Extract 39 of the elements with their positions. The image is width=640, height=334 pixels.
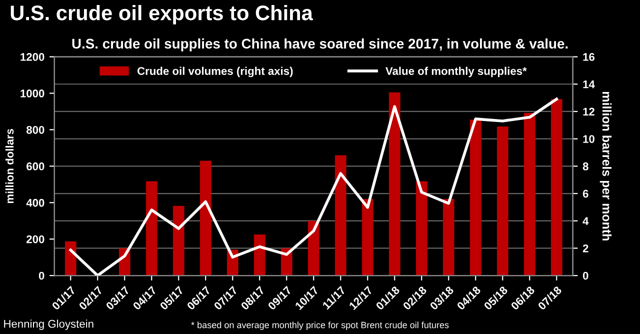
y-tick-label: 200	[26, 235, 44, 244]
bar	[334, 155, 346, 276]
bar	[308, 220, 320, 276]
legend-label: Value of monthly supplies*	[386, 66, 527, 78]
bar	[470, 120, 482, 276]
y-tick-label: 1200	[20, 53, 44, 61]
bar	[524, 112, 536, 276]
y2-tick-label: 0	[582, 272, 588, 280]
y2-tick-label: 4	[582, 217, 589, 225]
chart-subtitle: U.S. crude oil supplies to China have soared since 2017, in volume & value.	[72, 38, 568, 52]
y2-tick-label: 2	[582, 244, 588, 252]
bar	[496, 126, 508, 276]
text: Henning Gloystein	[4, 320, 94, 330]
y-tick-label: 800	[26, 126, 44, 134]
chart-title: U.S. crude oil exports to China	[10, 5, 314, 24]
y-axis-title: million dollars	[5, 128, 14, 204]
bar	[416, 181, 428, 276]
y-tick-label: 0	[38, 272, 44, 280]
bar	[442, 198, 454, 276]
y2-tick-label: 14	[583, 80, 595, 88]
y2-tick-label: 6	[582, 190, 588, 198]
bar	[146, 181, 158, 276]
y2-axis-title: million barrels per month	[600, 92, 612, 240]
bar	[388, 92, 400, 276]
bar	[550, 99, 562, 276]
y-tick-label: 400	[26, 198, 44, 207]
y2-tick-label: 10	[583, 135, 594, 143]
bar	[64, 241, 76, 276]
y2-tick-label: 12	[583, 108, 594, 116]
bar	[362, 198, 374, 276]
legend-label: Crude oil volumes (right axis)	[137, 66, 293, 78]
bar	[254, 234, 266, 276]
y2-tick-label: 8	[582, 162, 588, 170]
y-tick-label: 600	[26, 162, 44, 170]
y2-tick-label: 16	[583, 53, 594, 61]
bar	[172, 206, 184, 276]
text: * based on average monthly price for spot Brent crude oil futures	[191, 322, 449, 330]
y-tick-label: 1000	[20, 90, 44, 98]
bar	[200, 160, 212, 276]
